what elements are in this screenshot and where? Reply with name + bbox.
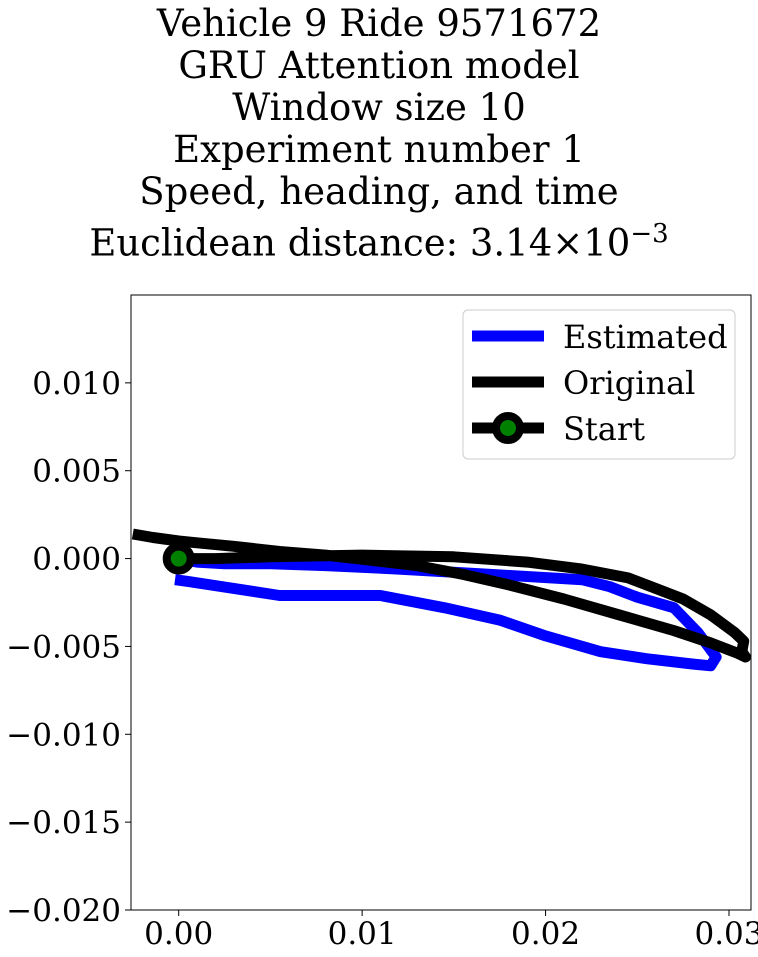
legend-original-label: Original [563,364,695,402]
title-line-features: Speed, heading, and time [139,170,619,213]
series-line-original [131,528,751,663]
title-line-vehicle: Vehicle 9 Ride 9571672 [156,2,602,45]
legend-start-marker [492,412,524,444]
start-marker [162,542,195,575]
title-line-window: Window size 10 [232,86,526,129]
y-tick-label: −0.010 [6,717,121,753]
title-line-distance: Euclidean distance: 3.14×10−3 [0,213,758,264]
legend: Estimated Original Start [462,309,736,460]
y-axis: 0.010 0.005 0.000 −0.005 −0.010 −0.015 −0.020 [6,366,131,929]
series-line-estimated [174,553,722,672]
x-tick-label: 0.00 [144,916,213,952]
x-tick-label: 0.01 [328,916,397,952]
title-distance-times: ×10 [552,221,631,265]
title-line-model: GRU Attention model [178,44,580,87]
legend-estimated-label: Estimated [563,318,728,356]
x-axis: 0.00 0.01 0.02 0.03 [144,910,758,952]
y-tick-label: −0.005 [6,629,121,665]
title-distance-value: Euclidean distance: 3.14 [89,221,553,265]
y-tick-label: 0.000 [32,542,121,578]
legend-box [462,309,736,460]
title-line-experiment: Experiment number 1 [173,128,585,171]
plot-frame [130,294,752,911]
y-tick-label: −0.015 [6,805,121,841]
legend-start-label: Start [563,410,645,448]
title-distance-exponent: −3 [630,219,669,249]
y-tick-label: 0.005 [32,454,121,490]
y-tick-label: −0.020 [6,893,121,929]
series-layer [131,528,751,672]
x-tick-label: 0.03 [694,916,758,952]
x-tick-label: 0.02 [511,916,580,952]
y-tick-label: 0.010 [32,366,121,402]
